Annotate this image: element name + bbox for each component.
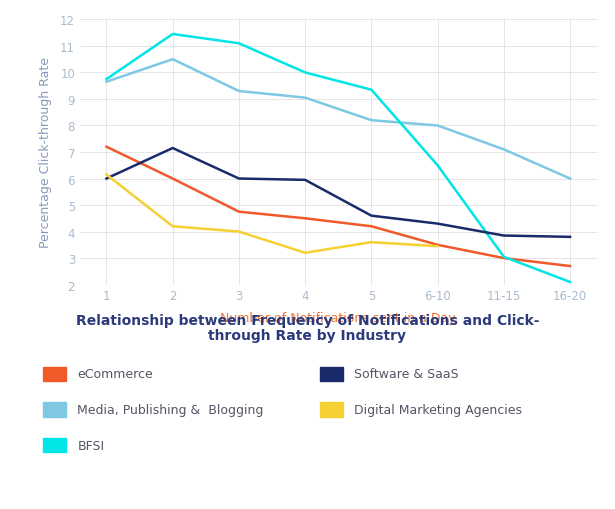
Y-axis label: Percentage Click-through Rate: Percentage Click-through Rate xyxy=(39,58,52,248)
Text: Relationship between Frequency of Notifications and Click-: Relationship between Frequency of Notifi… xyxy=(76,313,539,327)
X-axis label: Number of Notifications sent in a Day: Number of Notifications sent in a Day xyxy=(220,311,456,324)
Text: through Rate by Industry: through Rate by Industry xyxy=(208,328,407,342)
Text: Software & SaaS: Software & SaaS xyxy=(354,367,459,381)
Text: BFSI: BFSI xyxy=(77,439,105,452)
Text: eCommerce: eCommerce xyxy=(77,367,153,381)
Text: Digital Marketing Agencies: Digital Marketing Agencies xyxy=(354,403,522,416)
Text: Media, Publishing &  Blogging: Media, Publishing & Blogging xyxy=(77,403,264,416)
